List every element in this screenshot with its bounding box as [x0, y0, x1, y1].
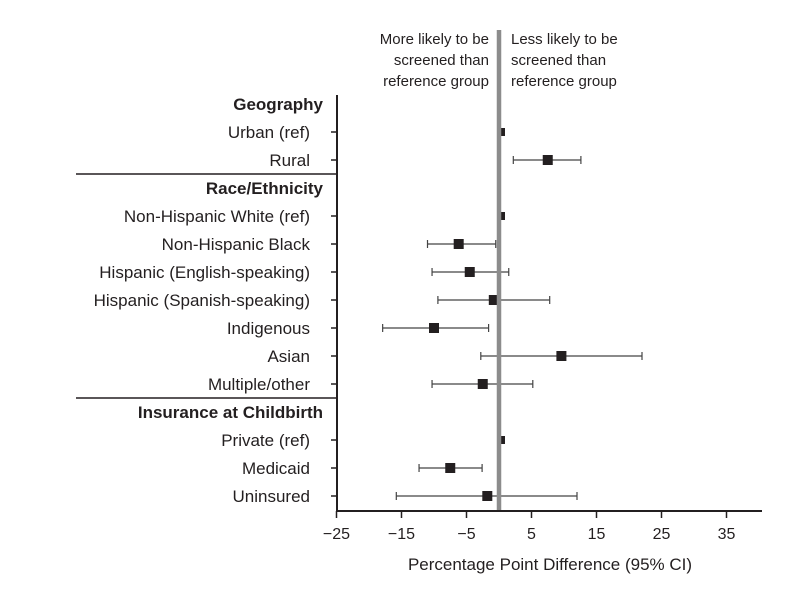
x-tick-label: 25 — [653, 526, 671, 543]
x-axis-title: Percentage Point Difference (95% CI) — [408, 555, 692, 574]
row-label: Hispanic (English-speaking) — [99, 263, 310, 282]
point-estimate — [542, 155, 553, 165]
point-estimate — [464, 267, 475, 277]
row-label: Hispanic (Spanish-speaking) — [94, 291, 310, 310]
rows-layer: Geography Urban (ref) Rural Race/Ethnicity N… — [76, 95, 643, 506]
group-label: Race/Ethnicity — [206, 179, 324, 198]
point-estimate — [477, 379, 488, 389]
row-label: Medicaid — [242, 459, 310, 478]
x-tick-label: 15 — [588, 526, 606, 543]
x-tick-label: 35 — [718, 526, 736, 543]
x-axis: −25 −15 −5 5 15 25 35 Percentage Point Differen… — [323, 30, 762, 574]
x-tick-label: −5 — [457, 526, 475, 543]
row-label: Asian — [267, 347, 310, 366]
row-label: Private (ref) — [221, 431, 310, 450]
row-label: Rural — [269, 151, 310, 170]
row-label: Non-Hispanic White (ref) — [124, 207, 310, 226]
x-tick-label: 5 — [527, 526, 536, 543]
point-estimate — [488, 295, 499, 305]
annotation-right: Less likely to be — [511, 31, 618, 48]
row-label: Non-Hispanic Black — [162, 235, 311, 254]
row-label: Multiple/other — [208, 375, 310, 394]
x-tick-label: −15 — [388, 526, 415, 543]
point-estimate — [482, 491, 493, 501]
row-label: Indigenous — [227, 319, 310, 338]
group-label: Geography — [233, 95, 323, 114]
annotation-right: reference group — [511, 73, 617, 90]
point-estimate — [556, 351, 567, 361]
row-label: Uninsured — [233, 487, 311, 506]
annotation-left: screened than — [394, 52, 489, 69]
group-label: Insurance at Childbirth — [138, 403, 323, 422]
row-label: Urban (ref) — [228, 123, 310, 142]
x-tick-label: −25 — [323, 526, 350, 543]
annotation-right: screened than — [511, 52, 606, 69]
point-estimate — [445, 463, 456, 473]
point-estimate — [429, 323, 439, 333]
annotation-left: More likely to be — [380, 31, 489, 48]
point-estimate — [453, 239, 464, 249]
annotation-left: reference group — [383, 73, 489, 90]
annotations: More likely to be screened than reference … — [380, 31, 618, 90]
